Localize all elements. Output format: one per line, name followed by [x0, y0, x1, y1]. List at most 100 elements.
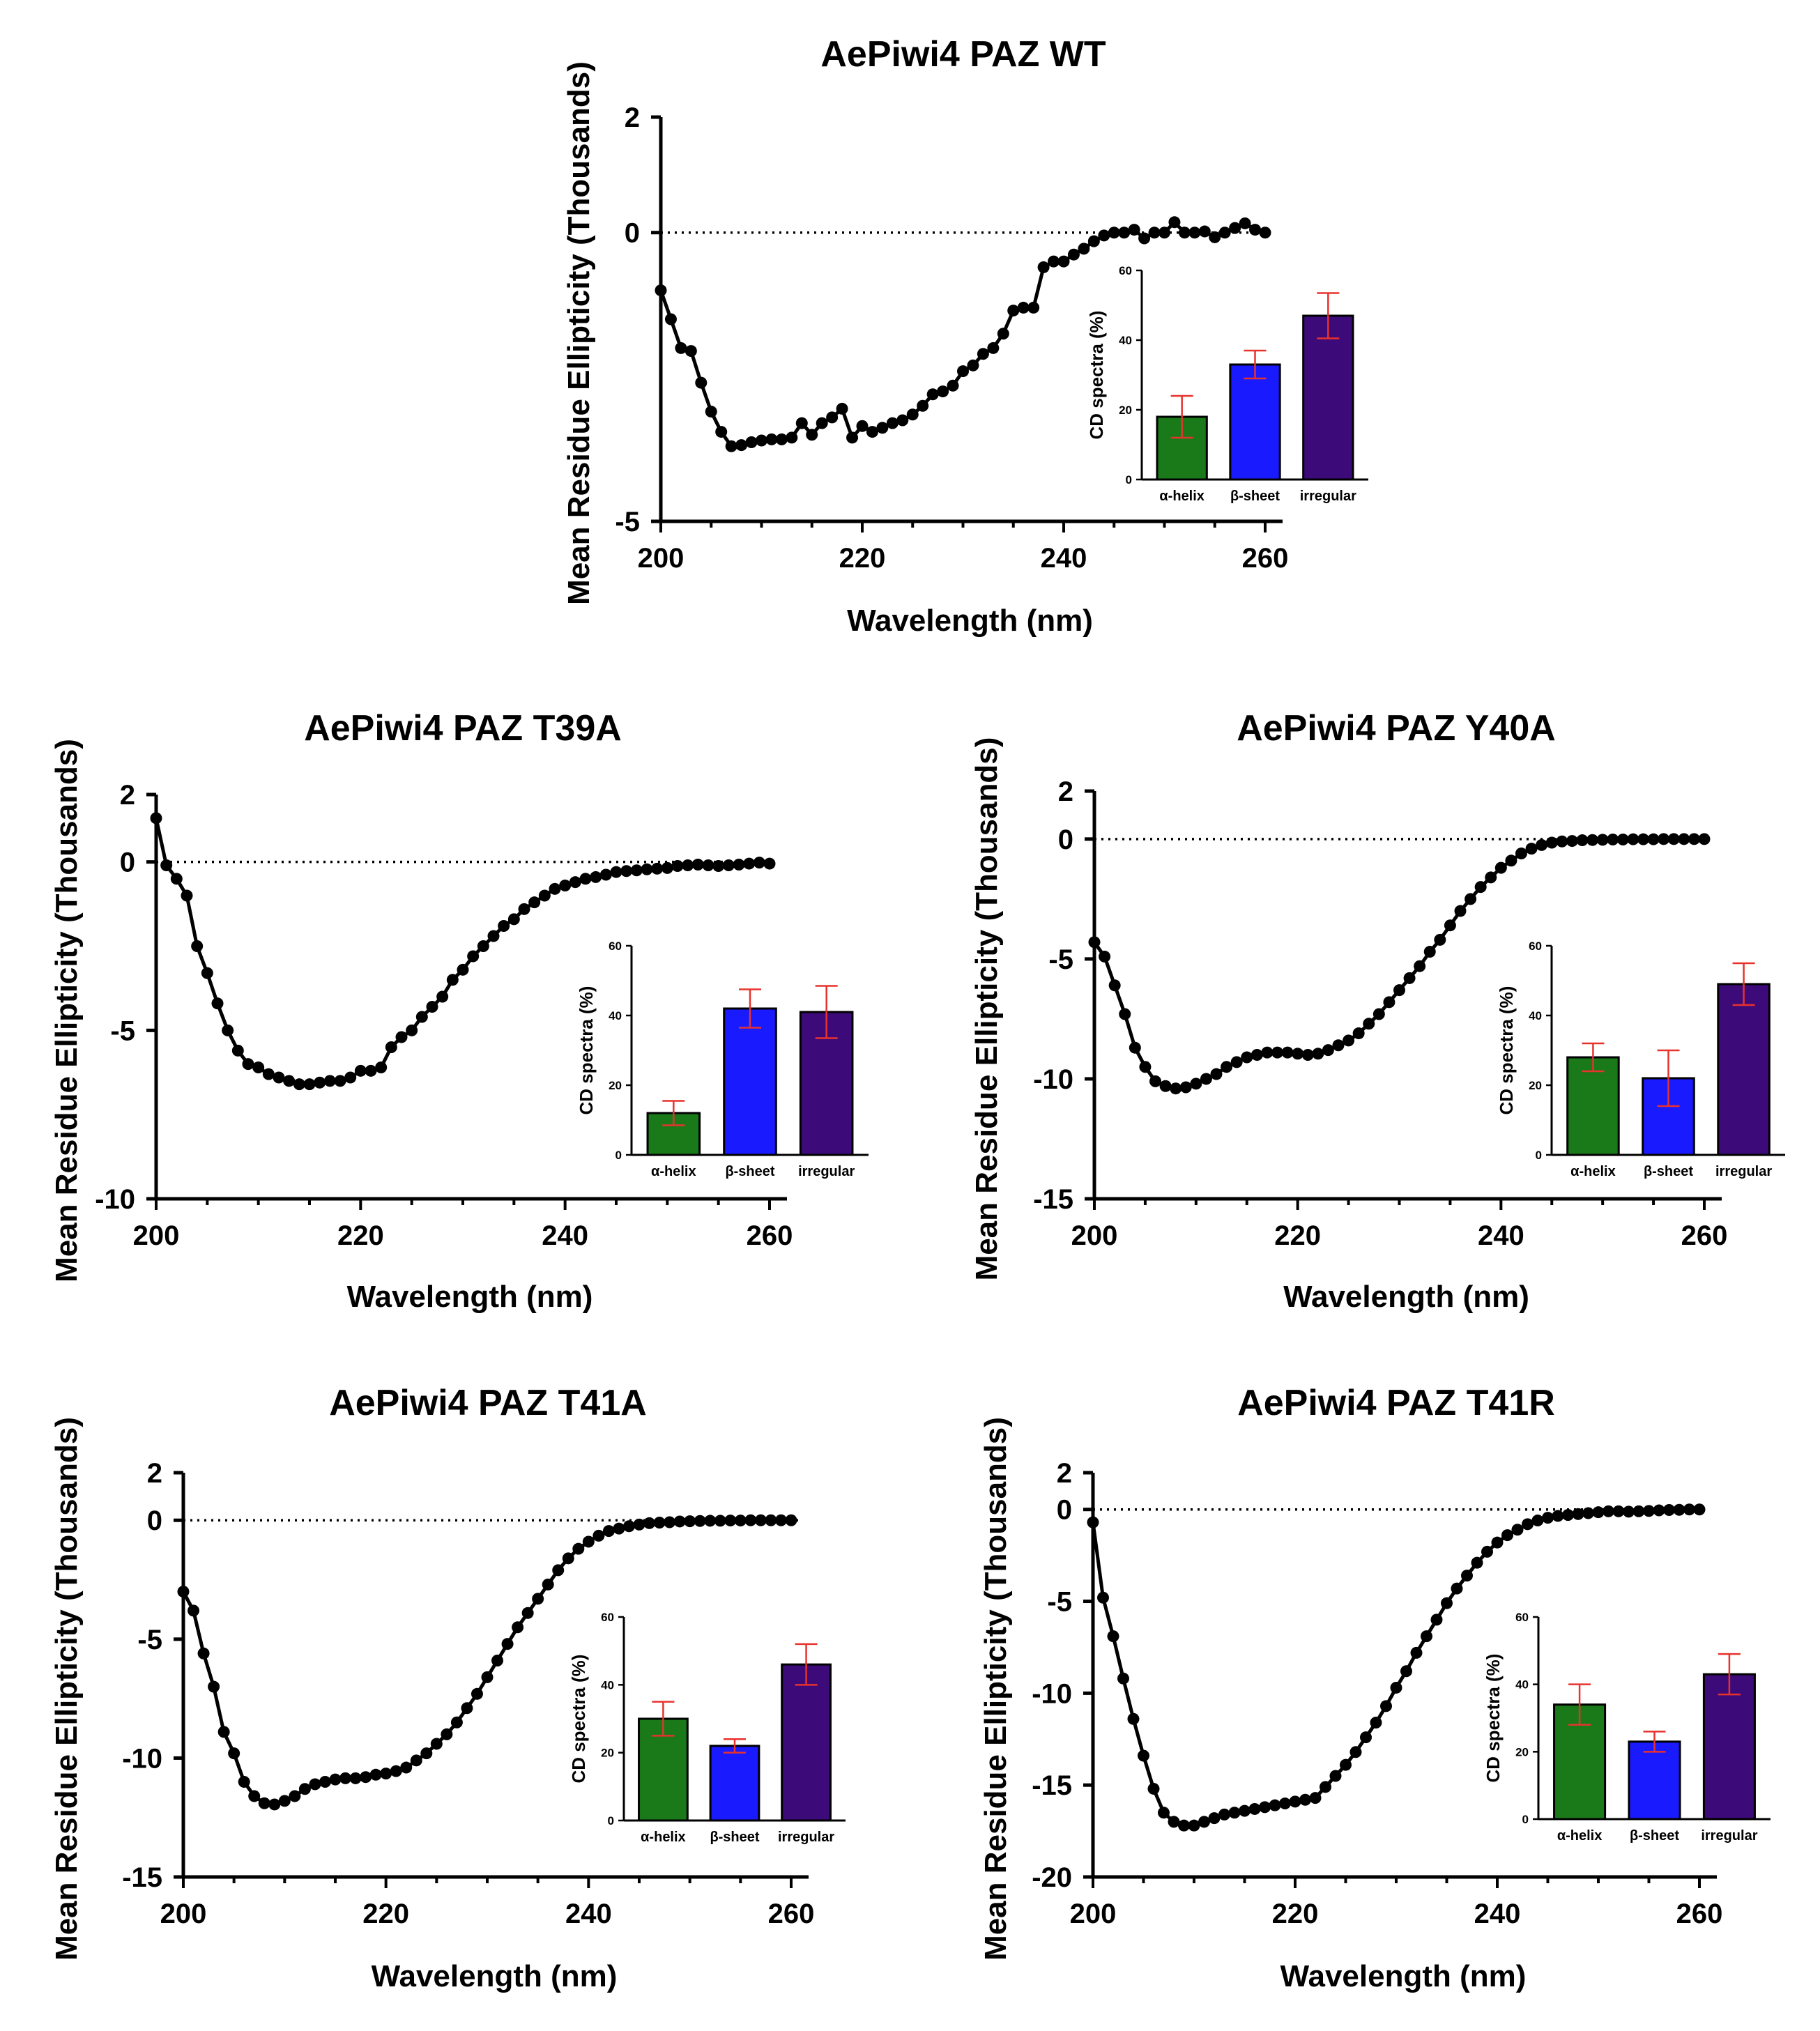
x-axis-label: Wavelength (nm): [847, 604, 1093, 638]
data-point: [457, 963, 469, 976]
inset-y-tick-label: 60: [1119, 264, 1132, 277]
data-point: [217, 1726, 230, 1738]
x-tick-label: 200: [160, 1899, 207, 1929]
data-point: [1471, 1556, 1483, 1569]
data-point: [507, 913, 520, 926]
data-point: [1188, 1819, 1200, 1832]
inset-y-tick-label: 40: [1515, 1678, 1529, 1692]
data-point: [1340, 1758, 1352, 1771]
data-point: [1057, 255, 1070, 268]
data-point: [481, 1671, 494, 1683]
inset-y-tick-label: 0: [1522, 1813, 1529, 1826]
y-tick-label: 0: [120, 848, 135, 878]
x-tick-label: 220: [1272, 1899, 1319, 1929]
y-tick-label: -10: [95, 1184, 135, 1215]
inset-y-axis-label: CD spectra (%): [576, 986, 597, 1115]
inset-category-label: β-sheet: [725, 1164, 774, 1179]
data-point: [1128, 224, 1140, 236]
data-point: [487, 930, 500, 942]
inset-category-label: α-helix: [1570, 1164, 1616, 1179]
data-point: [705, 406, 717, 418]
data-point: [630, 864, 643, 877]
data-point: [160, 859, 173, 871]
inset-y-axis-label: CD spectra (%): [1086, 311, 1107, 440]
data-point: [1505, 854, 1517, 867]
data-point: [415, 1011, 428, 1023]
data-point: [188, 1604, 200, 1617]
data-point: [1582, 1507, 1594, 1519]
data-point: [1037, 261, 1050, 273]
data-point: [1269, 1799, 1281, 1811]
data-point: [1159, 1080, 1172, 1092]
data-point: [722, 859, 735, 871]
data-point: [1027, 301, 1040, 314]
data-point: [360, 1771, 372, 1784]
x-tick-label: 260: [1681, 1220, 1728, 1251]
data-point: [1259, 227, 1271, 239]
inset-category-label: α-helix: [641, 1830, 686, 1845]
y-tick-label: 0: [147, 1505, 162, 1536]
data-point: [1149, 1075, 1161, 1087]
data-point: [695, 376, 708, 389]
y-tick-label: -10: [1032, 1678, 1072, 1709]
data-point: [477, 940, 489, 952]
data-point: [268, 1798, 281, 1811]
data-point: [273, 1071, 285, 1084]
data-point: [1147, 1782, 1160, 1795]
bar-irregular: [781, 1663, 832, 1822]
data-point: [967, 359, 979, 371]
inset-category-label: irregular: [1300, 489, 1356, 504]
data-point: [420, 1747, 433, 1760]
data-point: [1515, 847, 1527, 859]
inset-y-tick-label: 20: [609, 1079, 622, 1092]
bar-irregular: [1702, 1673, 1756, 1821]
data-point: [926, 388, 939, 401]
data-point: [846, 431, 859, 444]
data-point: [1228, 1807, 1241, 1819]
data-point: [491, 1655, 504, 1667]
data-point: [1596, 834, 1609, 846]
bar-beta-sheet: [1229, 363, 1281, 481]
x-tick-label: 220: [362, 1899, 409, 1929]
data-point: [1494, 861, 1507, 874]
data-point: [181, 889, 193, 902]
x-tick-label: 260: [1676, 1899, 1723, 1929]
x-tick-label: 220: [337, 1220, 384, 1251]
data-point: [1481, 1545, 1493, 1558]
data-point: [763, 857, 776, 870]
data-point: [222, 1024, 234, 1036]
data-point: [1138, 1749, 1149, 1762]
data-point: [395, 1031, 408, 1043]
data-point: [765, 433, 778, 445]
data-point: [715, 426, 728, 438]
data-point: [1511, 1524, 1524, 1536]
chart-title: AePiwi4 PAZ T39A: [304, 708, 622, 749]
inset-y-tick-label: 20: [1529, 1079, 1542, 1092]
inset-category-label: irregular: [778, 1830, 834, 1845]
inset-y-tick-label: 40: [609, 1009, 622, 1022]
data-point: [641, 863, 653, 875]
data-point: [1632, 1505, 1645, 1517]
data-point: [501, 1638, 514, 1650]
data-point: [1188, 227, 1201, 239]
data-point: [329, 1773, 342, 1786]
data-point: [745, 436, 758, 448]
data-point: [1572, 1508, 1584, 1520]
data-point: [1542, 1512, 1554, 1524]
data-point: [1360, 1731, 1372, 1744]
data-point: [1623, 1505, 1635, 1518]
data-point: [734, 1515, 747, 1527]
data-point: [1400, 1665, 1412, 1678]
data-point: [1148, 227, 1161, 239]
data-point: [450, 1716, 463, 1729]
data-point: [559, 880, 572, 891]
y-tick-label: -15: [1032, 1770, 1072, 1801]
chart-title: AePiwi4 PAZ T41R: [1237, 1383, 1555, 1423]
data-point: [651, 862, 664, 875]
data-point: [1229, 222, 1241, 234]
y-tick-label: 0: [1058, 825, 1073, 855]
data-point: [1603, 1505, 1614, 1517]
data-point: [1292, 1048, 1304, 1060]
